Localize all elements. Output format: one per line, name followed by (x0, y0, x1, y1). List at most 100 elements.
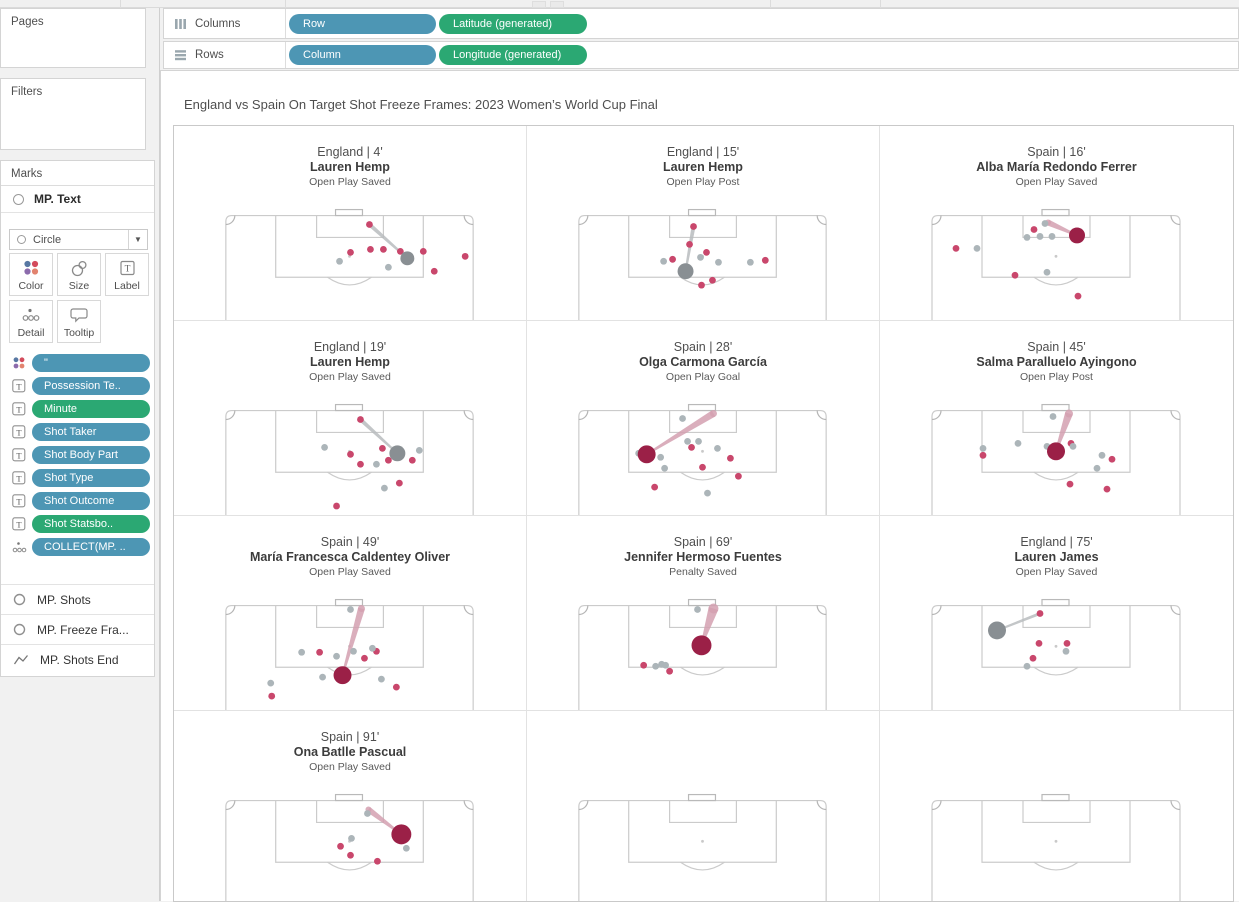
shot-location-dot[interactable] (988, 621, 1006, 640)
spain-player-dots[interactable] (333, 416, 416, 510)
shot-location-dot[interactable] (637, 445, 656, 464)
size-button[interactable]: Size (57, 253, 101, 296)
mark-type-dropdown[interactable]: Circle ▼ (9, 229, 148, 250)
goalmouth-pitch-viz[interactable] (880, 321, 1233, 515)
spain-player-dots[interactable] (268, 647, 400, 700)
field-pill[interactable]: Possession Te.. (32, 377, 150, 395)
england-player-dots[interactable] (267, 606, 385, 687)
shot-trajectory[interactable] (1055, 412, 1073, 452)
goalmouth-pitch-viz[interactable] (527, 711, 879, 902)
marks-card-collapsed[interactable]: MP. Shots End (1, 644, 154, 674)
facet-cell: Spain | 16' Alba María Redondo Ferrer Op… (880, 126, 1233, 321)
goalmouth-pitch-viz[interactable] (527, 126, 879, 320)
detail-icon (12, 540, 27, 554)
marks-card-collapsed[interactable]: MP. Freeze Fra... (1, 614, 154, 644)
spain-player-dots[interactable] (337, 842, 381, 865)
goalmouth-pitch-viz[interactable] (880, 126, 1233, 320)
penalty-spot (701, 839, 704, 843)
shot-location-dot[interactable] (400, 251, 415, 266)
circle-mark-icon (17, 235, 26, 244)
england-player-dots[interactable] (635, 415, 721, 497)
active-card-label: MP. Text (34, 192, 81, 206)
england-player-dots[interactable] (1023, 647, 1070, 670)
england-player-dots[interactable] (979, 413, 1106, 472)
goalmouth-pitch-viz[interactable] (527, 516, 879, 710)
columns-shelf[interactable]: Columns Row Latitude (generated) (163, 8, 1239, 39)
marks-pill-row: T Shot Body Part (1, 446, 154, 464)
toolbar-button-stub (550, 1, 564, 8)
spain-player-dots[interactable] (1029, 610, 1071, 662)
spain-player-dots[interactable] (651, 443, 742, 491)
color-legend-icon (12, 356, 27, 370)
rows-icon (175, 50, 186, 61)
marks-card-collapsed[interactable]: MP. Shots (1, 584, 154, 614)
tooltip-button[interactable]: Tooltip (57, 300, 101, 343)
spain-player-dots[interactable] (669, 223, 769, 289)
shelf-field-pill[interactable]: Latitude (generated) (439, 13, 587, 34)
color-button[interactable]: Color (9, 253, 53, 296)
england-player-dots[interactable] (321, 443, 423, 492)
pitch-lines (578, 403, 827, 515)
goalmouth-pitch-viz[interactable] (880, 711, 1233, 902)
pitch-lines (225, 403, 474, 515)
england-player-dots[interactable] (348, 810, 410, 852)
shot-trajectory[interactable] (366, 807, 402, 836)
field-pill[interactable]: COLLECT(MP. .. (32, 538, 150, 556)
color-button-label: Color (18, 280, 44, 292)
svg-text:T: T (16, 404, 22, 414)
goalmouth-pitch-viz[interactable] (174, 321, 526, 515)
field-pill[interactable]: Shot Body Part (32, 446, 150, 464)
detail-button[interactable]: Detail (9, 300, 53, 343)
field-pill[interactable]: Shot Type (32, 469, 150, 487)
shelf-field-pill[interactable]: Column (289, 45, 436, 65)
columns-label: Columns (195, 17, 241, 30)
shelf-field-pill[interactable]: Longitude (generated) (439, 45, 587, 65)
shelf-field-pill[interactable]: Row (289, 13, 436, 34)
goalmouth-pitch-viz[interactable] (174, 126, 526, 320)
shot-trajectory[interactable] (684, 226, 696, 272)
pages-shelf[interactable]: Pages (0, 8, 146, 68)
field-pill[interactable]: " (32, 354, 150, 372)
goalmouth-pitch-viz[interactable] (527, 321, 879, 515)
mark-type-value: Circle (33, 233, 62, 246)
shot-location-dot[interactable] (389, 445, 406, 462)
shot-location-dot[interactable] (1069, 227, 1085, 244)
spain-player-dots[interactable] (347, 221, 469, 275)
field-pill[interactable]: Minute (32, 400, 150, 418)
marks-pill-row: T Shot Statsbo.. (1, 515, 154, 533)
shot-location-dot[interactable] (391, 824, 412, 845)
england-player-dots[interactable] (652, 606, 701, 670)
spain-player-dots[interactable] (952, 226, 1082, 300)
england-player-dots[interactable] (336, 257, 392, 271)
filters-shelf[interactable]: Filters (0, 78, 146, 150)
detail-icon (22, 308, 40, 321)
shot-location-dot[interactable] (691, 635, 712, 656)
penalty-spot (1054, 254, 1058, 258)
england-player-dots[interactable] (660, 253, 754, 266)
toolbar-separator (120, 0, 121, 8)
pitch-lines (225, 598, 474, 710)
chevron-down-icon[interactable]: ▼ (128, 230, 147, 249)
label-icon: T (120, 260, 135, 276)
goalmouth-pitch-viz[interactable] (880, 516, 1233, 710)
shot-trajectory[interactable] (996, 612, 1041, 632)
shot-location-dot[interactable] (333, 666, 352, 685)
spain-player-dots[interactable] (979, 439, 1116, 493)
field-pill[interactable]: Shot Statsbo.. (32, 515, 150, 533)
shot-trajectory[interactable] (341, 607, 365, 676)
field-pill[interactable]: Shot Outcome (32, 492, 150, 510)
goalmouth-pitch-viz[interactable] (174, 711, 526, 902)
shot-trajectory[interactable] (700, 606, 719, 646)
shot-location-dot[interactable] (1047, 442, 1065, 461)
shot-location-dot[interactable] (677, 263, 694, 280)
england-player-dots[interactable] (973, 220, 1056, 276)
goalmouth-pitch-viz[interactable] (174, 516, 526, 710)
spain-player-dots[interactable] (640, 661, 673, 675)
rows-shelf[interactable]: Rows Column Longitude (generated) (163, 41, 1239, 69)
facet-cell: Spain | 45' Salma Paralluelo Ayingono Op… (880, 321, 1233, 516)
shot-trajectory[interactable] (359, 418, 399, 455)
label-button[interactable]: T Label (105, 253, 149, 296)
marks-card-mp-text[interactable]: MP. Text (1, 186, 154, 213)
shot-trajectory[interactable] (646, 410, 716, 456)
field-pill[interactable]: Shot Taker (32, 423, 150, 441)
